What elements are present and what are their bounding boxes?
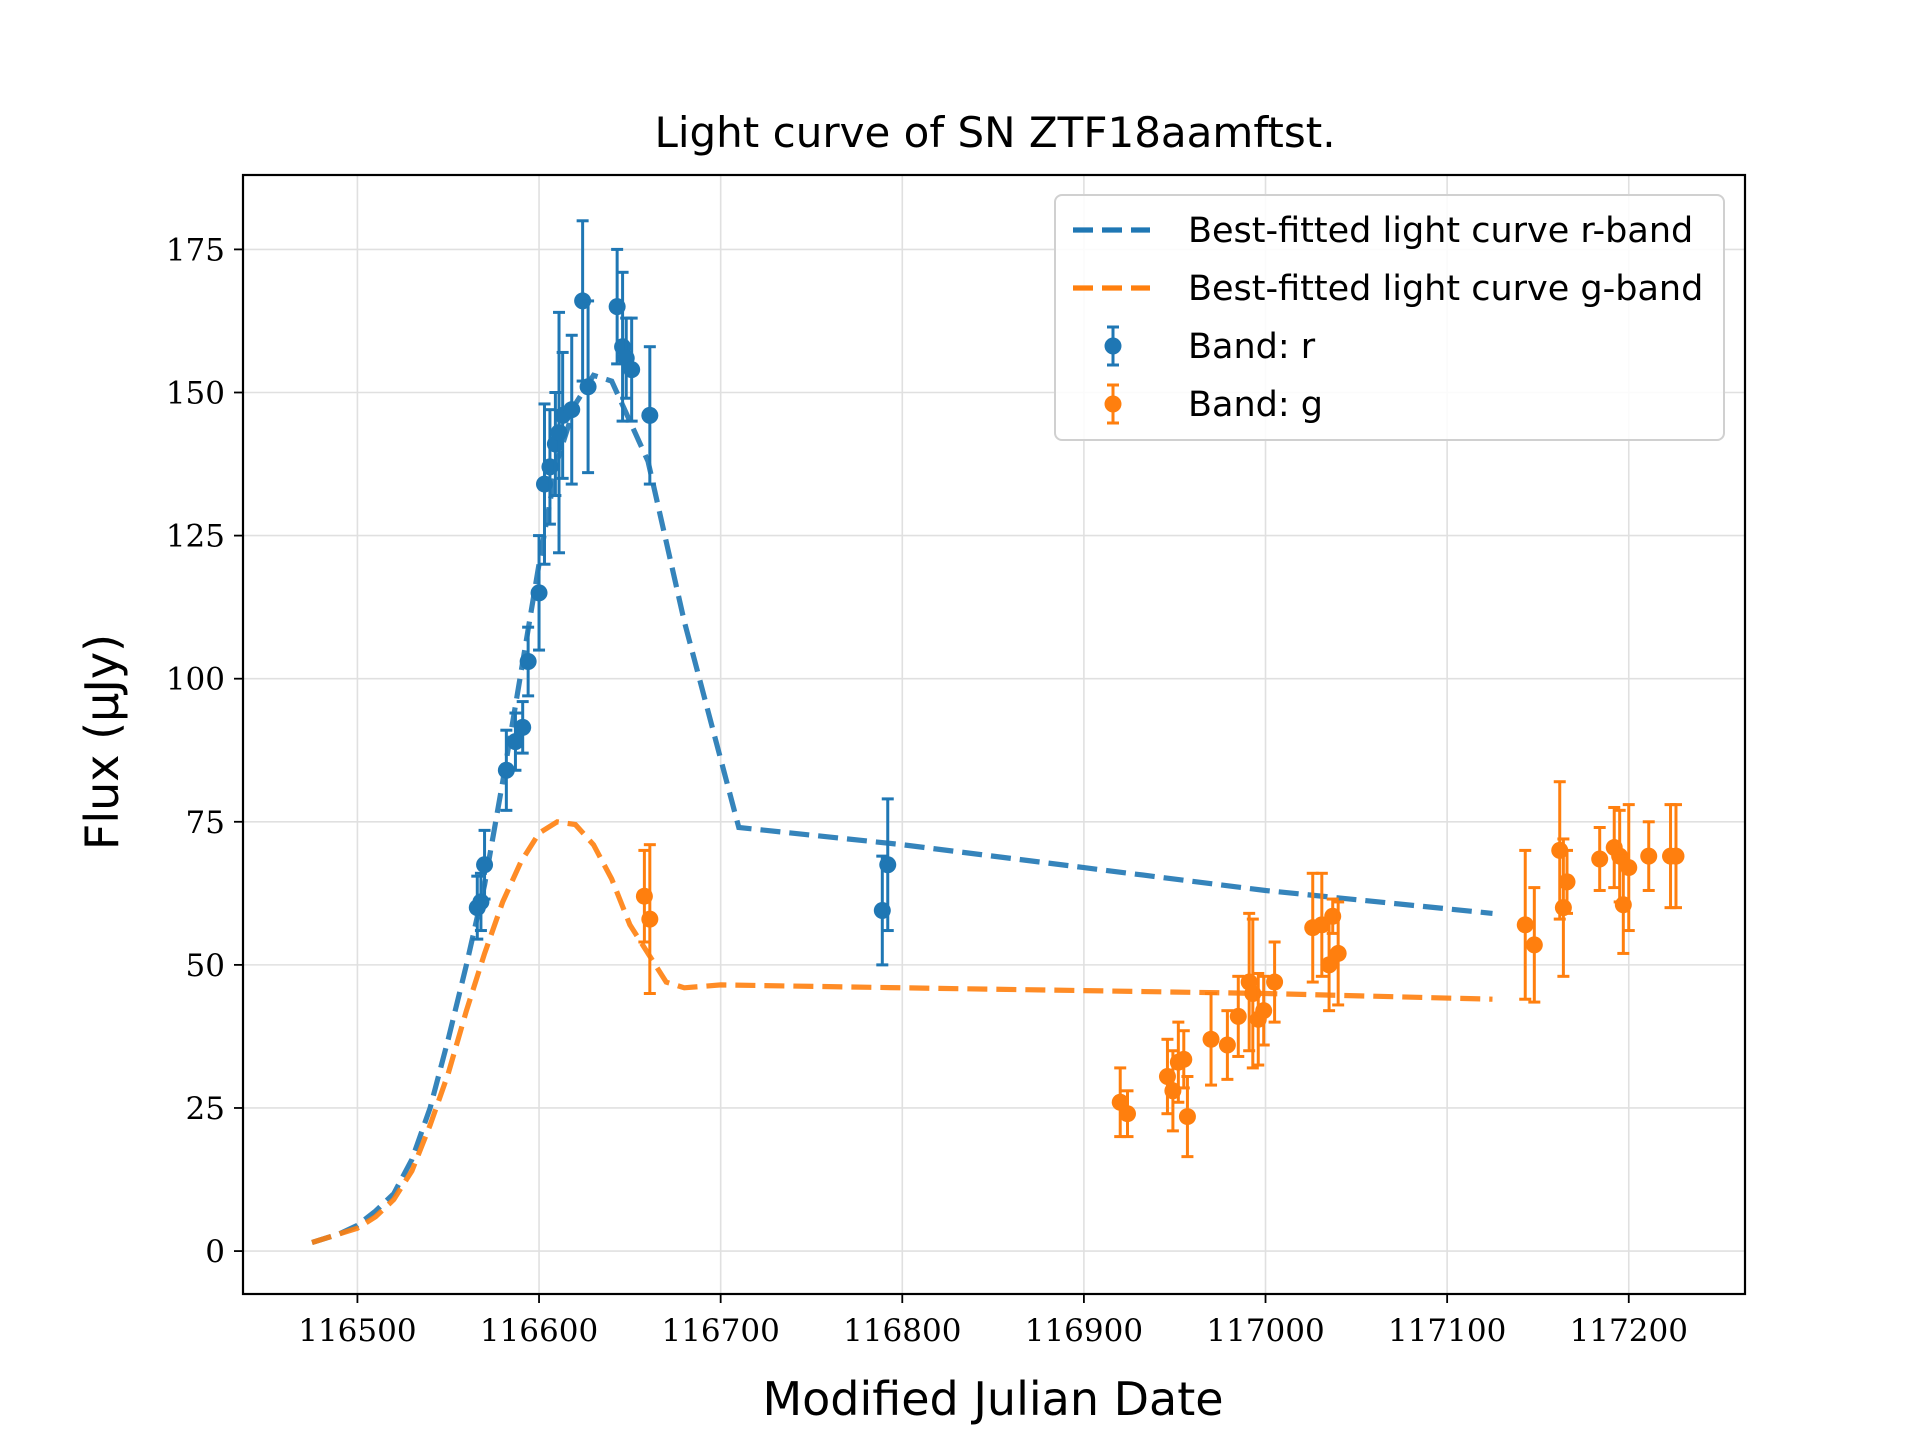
legend-box xyxy=(1054,194,1725,441)
chart-title: Light curve of SN ZTF18aamftst. xyxy=(654,108,1335,157)
y-tick-label: 0 xyxy=(205,1234,225,1270)
data-point xyxy=(506,733,524,751)
data-point xyxy=(1591,850,1609,868)
y-axis: 0 25 50 75 100 125 150 175 xyxy=(166,232,243,1270)
x-tick-label: 117200 xyxy=(1570,1313,1688,1349)
data-point xyxy=(550,424,568,442)
x-tick-label: 117100 xyxy=(1388,1313,1506,1349)
data-point xyxy=(1516,916,1534,934)
y-axis-label: Flux (μJy) xyxy=(75,634,129,850)
x-axis-label: Modified Julian Date xyxy=(762,1372,1223,1426)
data-point xyxy=(579,378,597,396)
y-tick-label: 100 xyxy=(166,662,225,698)
x-tick-label: 116900 xyxy=(1025,1313,1143,1349)
data-point xyxy=(497,761,515,779)
data-point xyxy=(1229,1007,1247,1025)
data-points-r-band xyxy=(468,219,897,967)
data-point xyxy=(472,893,490,911)
y-tick-label: 175 xyxy=(166,232,225,268)
data-point xyxy=(476,856,494,874)
legend-label: Band: g xyxy=(1188,385,1323,425)
y-tick-label: 150 xyxy=(166,376,225,412)
data-point xyxy=(623,361,641,379)
y-tick-label: 25 xyxy=(186,1091,225,1127)
data-point xyxy=(1266,973,1284,991)
legend: Best-fitted light curve r-band Best-fitte… xyxy=(1054,194,1725,441)
data-point xyxy=(1620,859,1638,877)
data-point xyxy=(641,910,659,928)
data-points-g-band xyxy=(635,780,1685,1159)
legend-swatch-marker xyxy=(1104,395,1122,413)
data-point xyxy=(1178,1108,1196,1126)
axes-frame xyxy=(241,173,1747,1296)
data-point xyxy=(1329,944,1347,962)
legend-swatch-marker xyxy=(1104,337,1122,355)
fit-line-r-band xyxy=(311,372,1493,1245)
data-point xyxy=(879,856,897,874)
data-point xyxy=(1558,873,1576,891)
y-tick-label: 125 xyxy=(166,519,225,555)
x-tick-label: 117000 xyxy=(1206,1313,1324,1349)
y-tick-label: 50 xyxy=(186,948,225,984)
data-point xyxy=(1640,847,1658,865)
data-point xyxy=(1175,1050,1193,1068)
x-tick-label: 116600 xyxy=(480,1313,598,1349)
data-point xyxy=(1525,936,1543,954)
legend-label: Band: r xyxy=(1188,327,1316,367)
fit-line-g-band xyxy=(311,819,1493,1245)
data-point xyxy=(1667,847,1685,865)
data-point xyxy=(1255,1002,1273,1020)
data-point xyxy=(514,718,532,736)
data-point xyxy=(530,584,548,602)
y-tick-label: 75 xyxy=(186,805,225,841)
legend-label: Best-fitted light curve r-band xyxy=(1188,211,1693,251)
plot-area xyxy=(311,219,1685,1245)
legend-label: Best-fitted light curve g-band xyxy=(1188,269,1703,309)
data-point xyxy=(1320,956,1338,974)
data-point xyxy=(1118,1105,1136,1123)
data-point xyxy=(563,401,581,419)
x-tick-label: 116800 xyxy=(843,1313,961,1349)
x-axis: 116500 116600 116700 116800 116900 117000 1171… xyxy=(298,1294,1688,1349)
data-point xyxy=(641,406,659,424)
x-tick-label: 116700 xyxy=(661,1313,779,1349)
data-point xyxy=(519,653,537,671)
data-point xyxy=(1218,1036,1236,1054)
data-point xyxy=(1202,1030,1220,1048)
x-tick-label: 116500 xyxy=(298,1313,416,1349)
